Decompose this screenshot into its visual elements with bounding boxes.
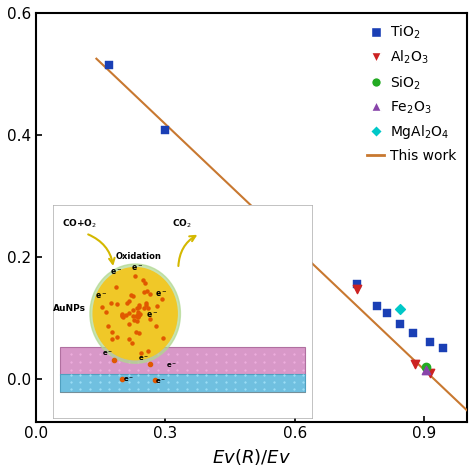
Point (373, 302, 380, 310)
Point (353, 281, 361, 288)
Point (289, 218, 296, 225)
Point (410, 329, 417, 337)
Point (106, 61, 113, 69)
Point (439, 345, 447, 352)
Point (422, 366, 430, 374)
X-axis label: $Ev(R)/Ev$: $Ev(R)/Ev$ (212, 447, 291, 467)
Point (422, 363, 430, 371)
Point (287, 219, 294, 227)
Point (396, 305, 404, 312)
Point (411, 360, 419, 367)
Point (427, 369, 434, 377)
Point (289, 215, 296, 223)
Point (162, 126, 169, 134)
Legend: TiO$_2$, Al$_2$O$_3$, SiO$_2$, Fe$_2$O$_3$, MgAl$_2$O$_4$, This work: TiO$_2$, Al$_2$O$_3$, SiO$_2$, Fe$_2$O$_… (363, 20, 460, 167)
Point (427, 338, 434, 346)
Point (396, 320, 404, 328)
Point (383, 309, 391, 317)
Point (353, 285, 361, 292)
